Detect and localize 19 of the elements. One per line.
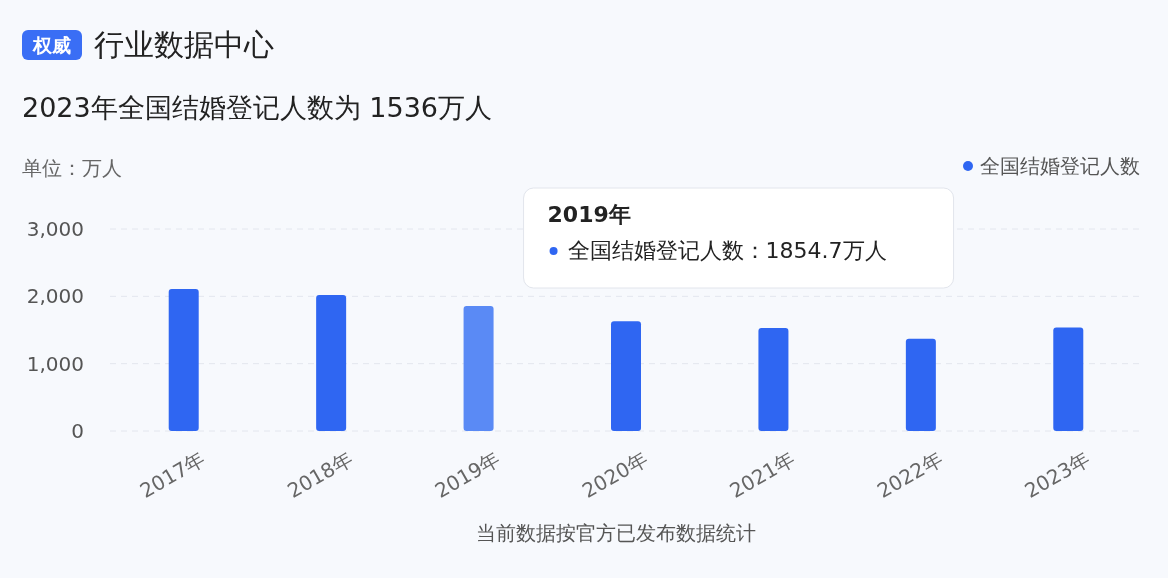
y-axis-title: 单位：万人: [22, 156, 122, 180]
y-tick-label: 3,000: [26, 217, 84, 241]
bar: [1053, 327, 1084, 431]
bar: [905, 338, 936, 431]
y-tick-label: 1,000: [26, 351, 84, 376]
legend-label: 全国结婚登记人数: [980, 154, 1140, 178]
bar: [168, 288, 199, 431]
chart-title: 行业数据中心: [94, 27, 274, 62]
bar: [611, 321, 641, 431]
tooltip: 2019年 全国结婚登记人数：1854.7万人: [523, 187, 955, 289]
y-tick-label: 2,000: [26, 284, 84, 309]
text: 权威: [32, 34, 71, 56]
annotation: 全国结婚登记人数：1854.7万人: [567, 238, 887, 263]
bar: [316, 294, 347, 431]
bar: [758, 327, 789, 431]
chart-subtitle: 2023年全国结婚登记人数为 1536万人: [22, 92, 493, 123]
text: 当前数据按官方已发布数据统计: [476, 521, 756, 545]
y-tick-label: 0: [71, 419, 84, 443]
bar: [463, 306, 494, 431]
